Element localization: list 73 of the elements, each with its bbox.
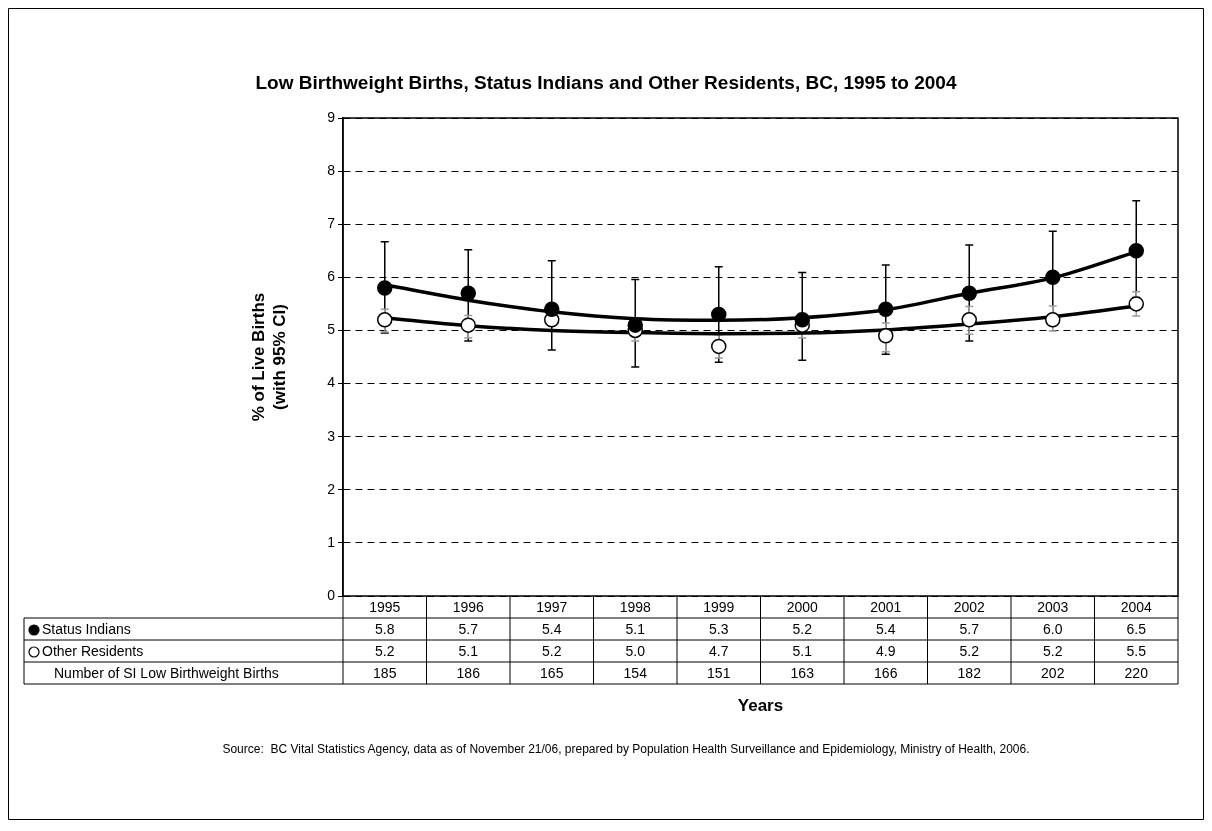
x-tick-label: 1996 <box>452 598 485 615</box>
text: 220 <box>1124 664 1149 681</box>
x-tick-label: 2003 <box>1037 598 1069 615</box>
data-label: 5.1 <box>792 642 813 659</box>
point <box>1128 243 1144 259</box>
source-note: Source: BC Vital Statistics Agency, data as of November 21/06, prepared by Population Health Surveillance and Epidemiology, Ministry of Health, 2006. <box>222 742 1030 757</box>
point <box>460 317 476 333</box>
y-tick-label: 8 <box>327 161 336 178</box>
y-tick-label: 9 <box>327 108 336 125</box>
text: 163 <box>790 664 815 681</box>
legend-label: Status Indians <box>42 620 131 637</box>
point <box>961 312 977 328</box>
x-tick-label: 1999 <box>703 598 735 615</box>
x-tick-label: 1997 <box>536 598 568 615</box>
text: 154 <box>623 664 648 681</box>
data-label: 5.1 <box>458 642 479 659</box>
point <box>878 328 894 344</box>
legend-label: Other Residents <box>42 642 144 659</box>
text: 151 <box>707 664 731 681</box>
data-label: 5.2 <box>375 642 395 659</box>
point <box>377 312 393 328</box>
y-tick-label: 3 <box>327 427 336 444</box>
text: 165 <box>540 664 564 681</box>
text: 202 <box>1041 664 1065 681</box>
x-tick-label: 2002 <box>953 598 986 615</box>
y-tick-label: 7 <box>327 215 336 232</box>
text: Number of SI Low Birthweight Births <box>54 664 279 681</box>
x-tick-label: 2000 <box>786 598 819 615</box>
data-label: 5.4 <box>876 620 896 637</box>
data-label: 4.9 <box>876 642 896 659</box>
data-label: 5.8 <box>375 620 395 637</box>
point <box>961 285 977 302</box>
data-label: 5.5 <box>1126 642 1147 659</box>
point <box>1045 312 1061 328</box>
point <box>544 301 560 317</box>
y-tick-label: 5 <box>327 321 336 338</box>
y-tick-label: 1 <box>327 533 336 550</box>
data-label: 6.5 <box>1126 620 1147 637</box>
y-axis-title: % of Live Births (with 95% CI) <box>249 292 290 422</box>
data-label: 5.1 <box>625 620 646 637</box>
x-axis-title: Years <box>737 695 784 715</box>
y-tick-label: 2 <box>327 480 336 497</box>
data-label: 5.2 <box>1043 642 1063 659</box>
y-tick-label: 0 <box>327 586 336 603</box>
x-tick-label: 2004 <box>1120 598 1153 615</box>
x-tick-label: 1995 <box>369 598 401 615</box>
data-label: 5.0 <box>625 642 646 659</box>
y-tick-label: 6 <box>327 268 336 285</box>
point <box>1128 296 1144 312</box>
text: 186 <box>456 664 481 681</box>
x-tick-label: 2001 <box>870 598 902 615</box>
data-label: 5.7 <box>458 620 479 637</box>
point <box>711 338 727 355</box>
point <box>878 301 894 317</box>
point <box>377 280 393 296</box>
point <box>794 312 810 328</box>
point <box>711 306 727 323</box>
data-label: 5.2 <box>959 642 980 659</box>
text: 185 <box>373 664 397 681</box>
data-label: 5.7 <box>959 620 980 637</box>
text: 182 <box>957 664 982 681</box>
point <box>460 285 476 302</box>
y-tick-label: 4 <box>327 374 336 391</box>
data-label: 5.2 <box>542 642 562 659</box>
data-label: 5.3 <box>709 620 729 637</box>
chart-title: Low Birthweight Births, Status Indians and Other Residents, BC, 1995 to 2004 <box>255 72 957 94</box>
data-label: 4.7 <box>709 642 729 659</box>
data-label: 5.2 <box>792 620 813 637</box>
point <box>1045 269 1061 286</box>
x-tick-label: 1998 <box>619 598 652 615</box>
text: 166 <box>874 664 898 681</box>
data-label: 6.0 <box>1043 620 1063 637</box>
data-label: 5.4 <box>542 620 562 637</box>
